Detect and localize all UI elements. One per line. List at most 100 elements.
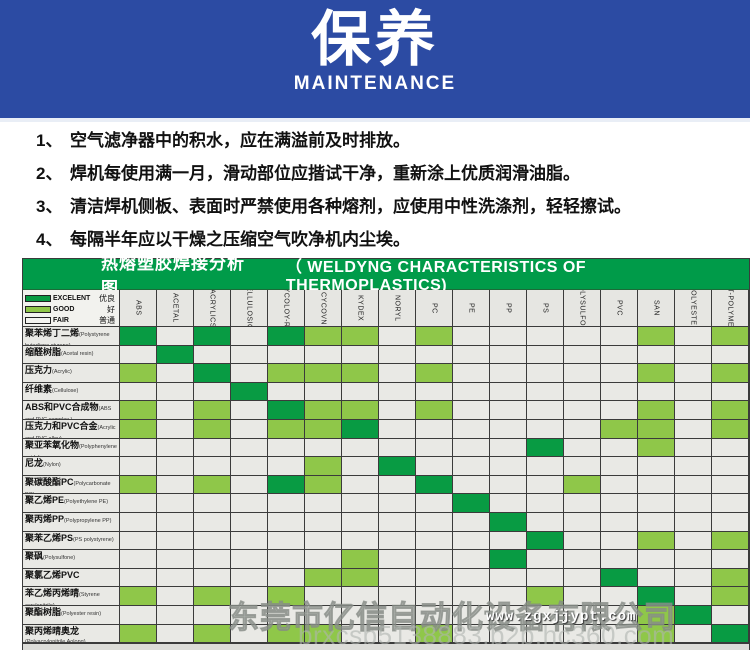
matrix-cell — [157, 475, 194, 495]
legend-row-good: GOOD 好 — [25, 305, 117, 314]
matrix-cell — [157, 364, 194, 383]
matrix-cell — [675, 605, 712, 625]
matrix-cell — [638, 401, 675, 420]
column-header: ACETAL — [157, 290, 194, 327]
matrix-cell — [268, 364, 305, 383]
matrix-cell — [601, 419, 638, 439]
row-label-cn: 聚亚苯氧化物 — [25, 439, 80, 450]
column-header-label: PP — [504, 302, 512, 314]
matrix-cell — [379, 587, 416, 606]
matrix-cell — [527, 401, 564, 420]
matrix-cell — [342, 587, 379, 606]
instruction-item: 3、 清洁焊机侧板、表面时严禁使用各种熔剂，应使用中性洗涤剂，轻轻擦试。 — [36, 196, 726, 218]
row-label-cn: 聚氯乙烯PVC — [25, 569, 80, 580]
matrix-cell — [453, 438, 490, 458]
matrix-cell — [342, 624, 379, 644]
matrix-cell — [453, 457, 490, 476]
matrix-cell — [379, 401, 416, 420]
matrix-cell — [231, 605, 268, 625]
matrix-cell — [120, 512, 157, 532]
banner-title-cn: 保养 — [311, 6, 439, 73]
matrix-cell — [268, 531, 305, 551]
matrix-cell — [268, 382, 305, 402]
matrix-cell — [268, 568, 305, 588]
matrix-cell — [416, 531, 453, 551]
matrix-cell — [305, 568, 342, 588]
matrix-cell — [120, 605, 157, 625]
matrix-cell — [120, 494, 157, 513]
matrix-cell — [194, 475, 231, 495]
legend-label-cn: 优良 — [99, 293, 115, 303]
matrix-cell — [194, 419, 231, 439]
matrix-cell — [416, 550, 453, 569]
matrix-cell — [490, 401, 527, 420]
matrix-cell — [231, 475, 268, 495]
row-label: 苯乙烯丙烯晴(Styrene acrylonitrile) — [23, 587, 120, 606]
matrix-cell — [120, 475, 157, 495]
table-title-en: （ WELDYNG CHARACTERISTICS OF THERMOPLAST… — [285, 259, 587, 294]
row-label-en: (Polypropylene PP) — [64, 517, 112, 524]
row-label: 聚氯乙烯PVC — [23, 568, 120, 588]
matrix-cell — [194, 568, 231, 588]
matrix-cell — [194, 531, 231, 551]
row-label-cn: 苯乙烯丙烯晴 — [25, 588, 80, 599]
row-label-cn: 聚苯烯丁二烯 — [25, 328, 80, 338]
matrix-cell — [638, 587, 675, 606]
matrix-cell — [416, 605, 453, 625]
legend-label-en: GOOD — [53, 305, 75, 313]
matrix-cell — [675, 494, 712, 513]
row-label-cn: 聚苯乙烯PS — [25, 532, 74, 543]
matrix-cell — [342, 475, 379, 495]
matrix-cell — [342, 605, 379, 625]
matrix-cell — [638, 382, 675, 402]
matrix-cell — [268, 345, 305, 365]
matrix-cell — [231, 327, 268, 346]
row-label-cn: 聚乙烯PE — [25, 495, 65, 506]
matrix-cell — [231, 438, 268, 458]
matrix-cell — [490, 438, 527, 458]
matrix-cell — [453, 587, 490, 606]
row-label-en: (Polyethylene PE) — [64, 499, 109, 506]
matrix-cell — [231, 550, 268, 569]
matrix-cell — [527, 512, 564, 532]
matrix-cell — [638, 438, 675, 458]
matrix-cell — [638, 494, 675, 513]
matrix-cell — [675, 624, 712, 644]
legend-row-excellent: EXCELENT 优良 — [25, 294, 117, 303]
grade-legend: EXCELENT 优良 GOOD 好 FAIR 普通 — [23, 290, 120, 327]
matrix-cell — [305, 531, 342, 551]
matrix-cell — [675, 550, 712, 569]
row-label: 聚碳酸酯PC(Polycarbonate PC) — [23, 475, 120, 495]
matrix-cell — [712, 401, 749, 420]
matrix-cell — [342, 345, 379, 365]
column-header-label: ABS — [134, 300, 142, 316]
matrix-cell — [379, 419, 416, 439]
row-label-cn: 压克力和PVC合金 — [25, 420, 98, 431]
column-header: CYCOLOY-RC — [268, 290, 305, 327]
matrix-cell — [268, 327, 305, 346]
matrix-cell — [120, 550, 157, 569]
matrix-cell — [527, 531, 564, 551]
matrix-cell — [194, 401, 231, 420]
matrix-cell — [379, 438, 416, 458]
matrix-cell — [194, 605, 231, 625]
row-label-en: (Acrylic) — [52, 369, 72, 376]
matrix-cell — [490, 605, 527, 625]
matrix-cell — [342, 457, 379, 476]
matrix-cell — [564, 438, 601, 458]
matrix-cell — [342, 531, 379, 551]
matrix-cell — [490, 345, 527, 365]
instruction-text: 每隔半年应以干燥之压缩空气吹净机内尘埃。 — [70, 230, 410, 249]
matrix-cell — [527, 568, 564, 588]
matrix-cell — [601, 531, 638, 551]
matrix-cell — [453, 364, 490, 383]
column-header: XT-POLYMER — [712, 290, 749, 327]
matrix-cell — [379, 531, 416, 551]
legend-label-en: EXCELENT — [53, 294, 91, 302]
matrix-cell — [157, 438, 194, 458]
matrix-cell — [231, 512, 268, 532]
column-header: PE — [453, 290, 490, 327]
banner-underline — [0, 118, 750, 122]
matrix-cell — [268, 605, 305, 625]
matrix-cell — [416, 587, 453, 606]
